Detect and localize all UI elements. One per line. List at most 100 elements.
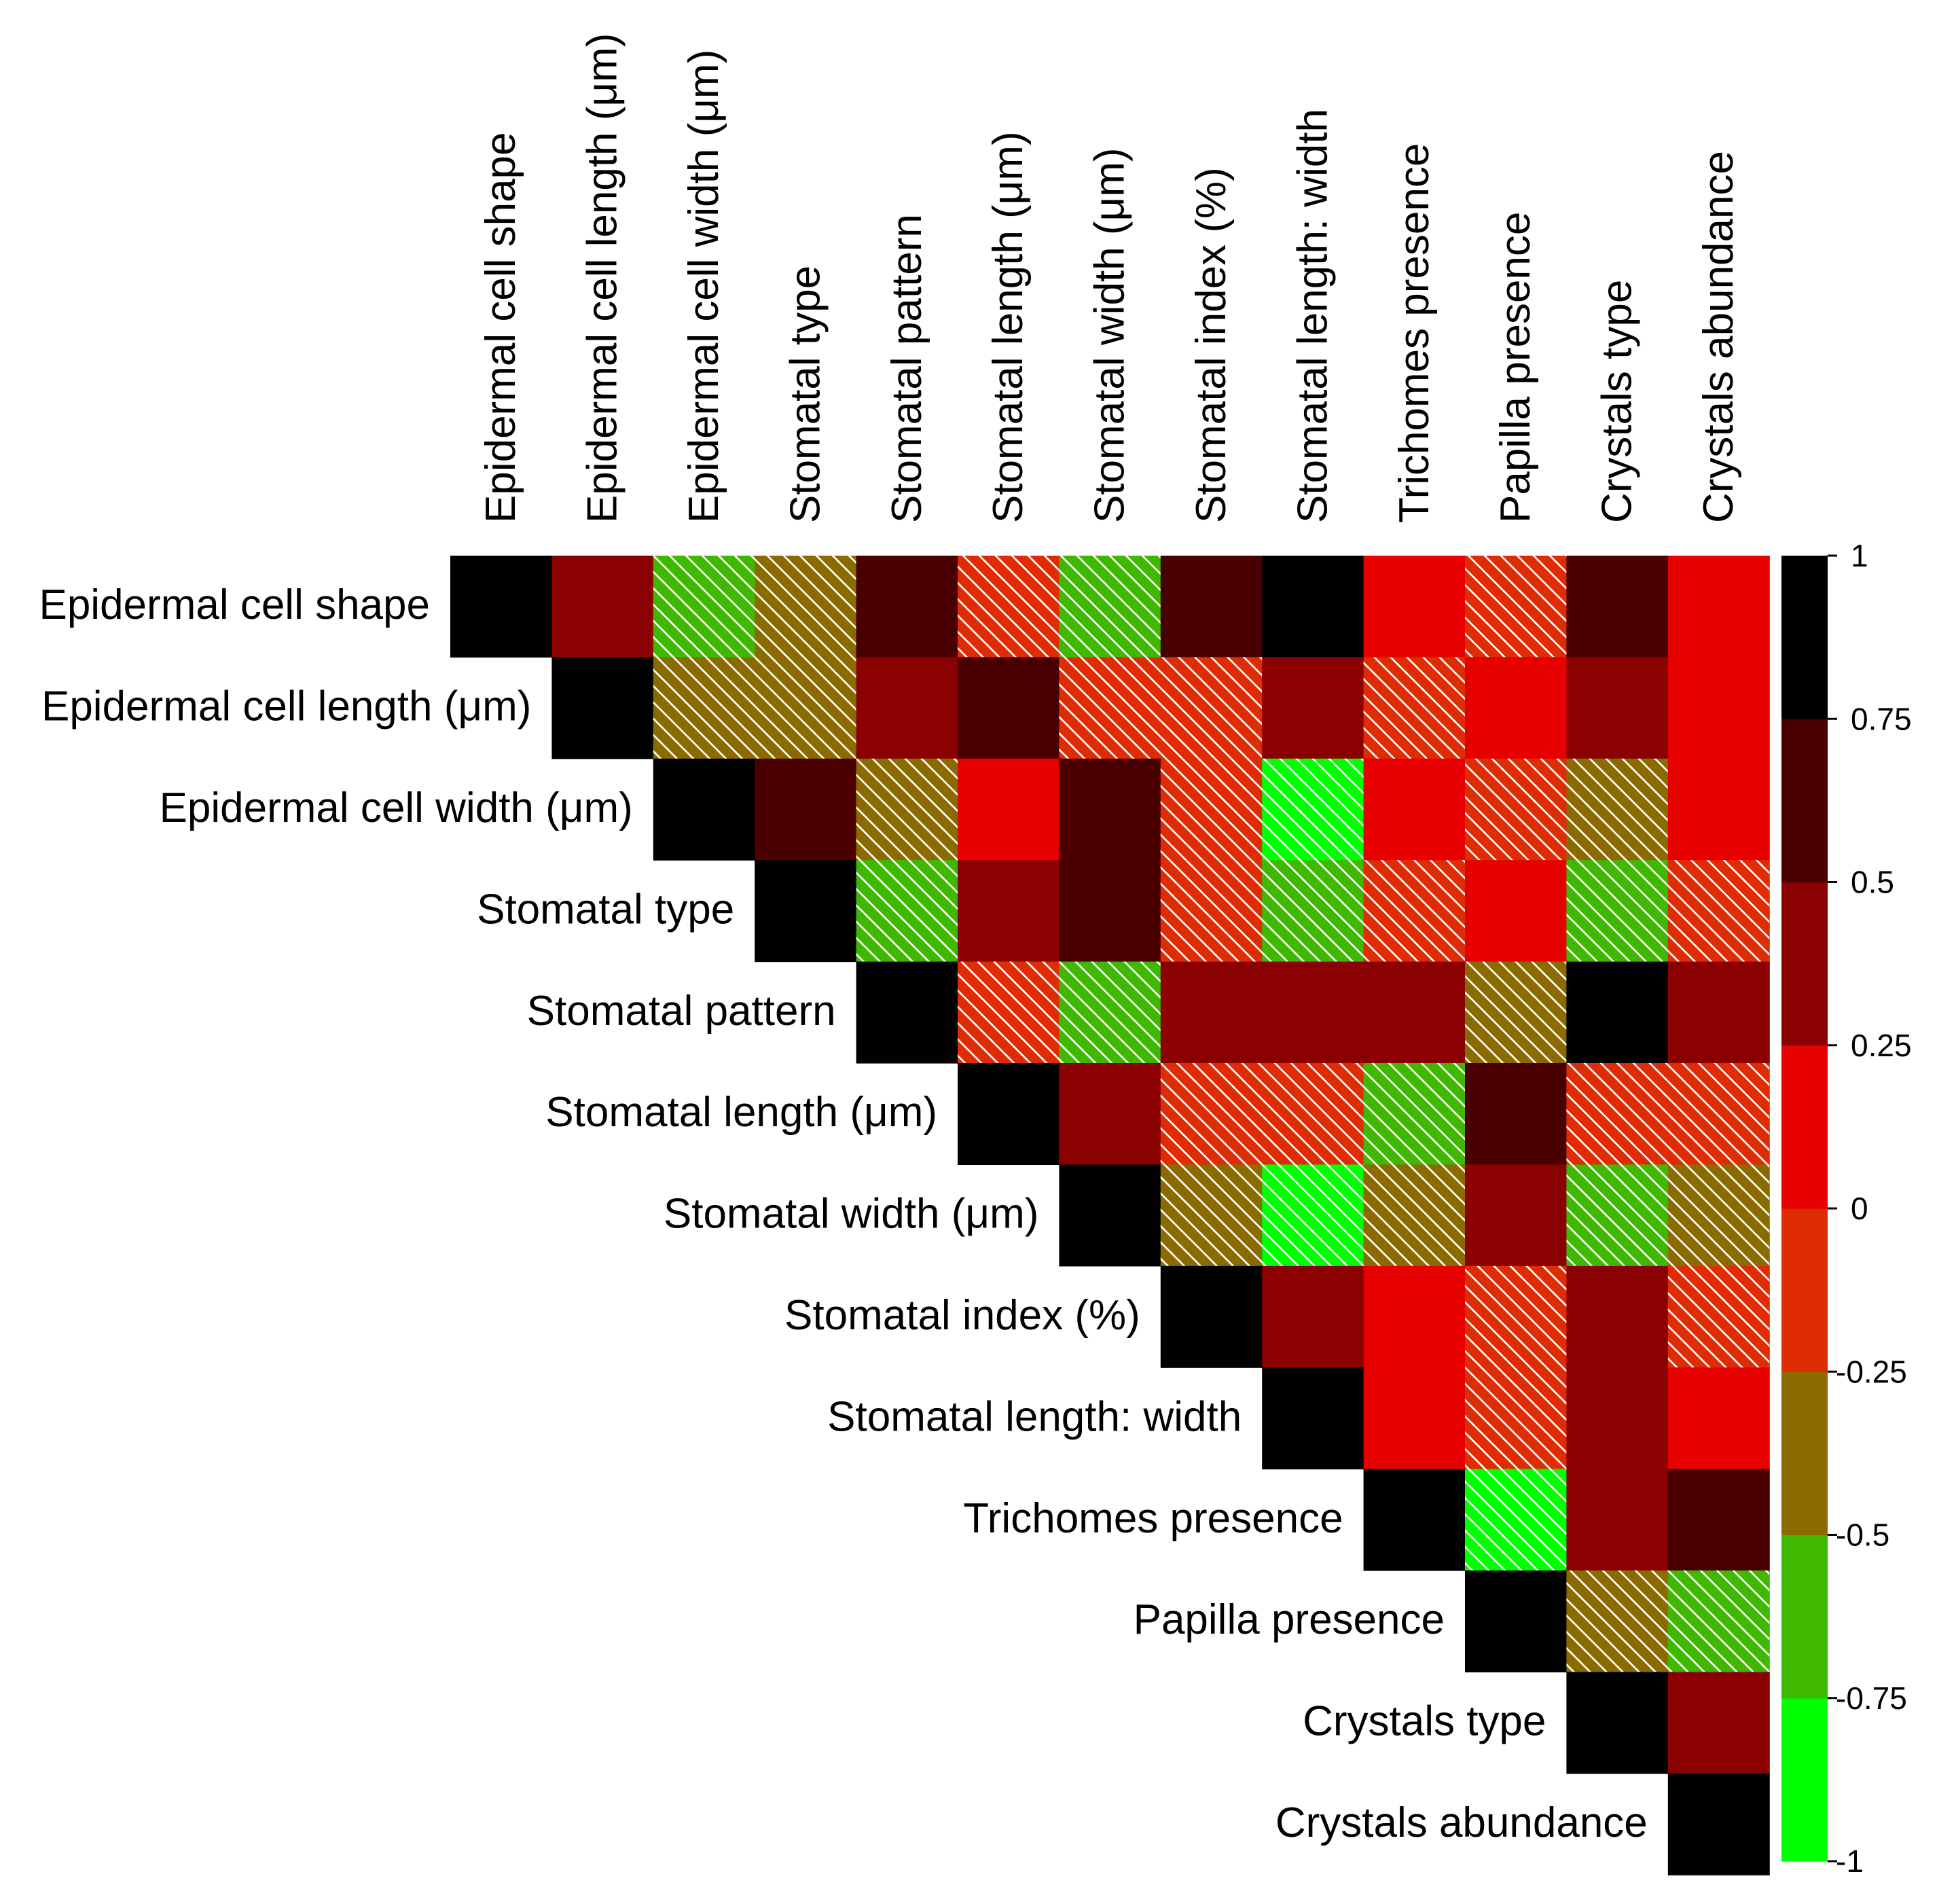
heatmap-cell [1465,860,1567,963]
column-label-epidermal-cell-length-m: Epidermal cell length (μm) [579,33,626,523]
heatmap-cell-hatch [1667,1570,1770,1672]
column-label-stomatal-index: Stomatal index (%) [1188,167,1235,523]
heatmap-cell-hatch [958,556,1060,658]
row-label-epidermal-cell-width-m: Epidermal cell width (μm) [160,785,633,831]
heatmap-cell [1262,1367,1364,1470]
colorbar-bin [1781,1698,1828,1862]
heatmap-cell-hatch [1667,1265,1770,1368]
heatmap-cell [653,758,755,861]
heatmap-cell [1262,961,1364,1064]
heatmap-cell-hatch [1465,1265,1567,1368]
heatmap-cell [1363,1469,1466,1571]
column-label-stomatal-type: Stomatal type [782,266,829,523]
heatmap-cell [1465,1570,1567,1672]
heatmap-cell-hatch [1160,860,1263,962]
row-label-stomatal-length-width: Stomatal length: width [827,1393,1242,1440]
heatmap-cell [1363,961,1466,1064]
column-label-crystals-abundance: Crystals abundance [1695,151,1742,523]
heatmap-cell [1059,1063,1161,1165]
heatmap-cell [1667,1773,1770,1875]
heatmap-cell-hatch [856,860,958,962]
heatmap-cell [1465,1063,1567,1165]
row-label-papilla-presence: Papilla presence [1134,1596,1445,1643]
heatmap-cell [958,657,1060,759]
heatmap-cell [551,556,654,658]
heatmap-cell-hatch [653,556,755,658]
heatmap-cell-hatch [755,556,856,658]
heatmap-cell-hatch [1160,657,1263,759]
colorbar-bin [1781,719,1828,883]
heatmap-cell-hatch [1566,758,1668,861]
heatmap-cell-hatch [856,758,958,861]
row-labels: Epidermal cell shape Epidermal cell lengt… [39,581,1647,1846]
heatmap-cell [1262,556,1364,658]
colorbar-bin [1781,1371,1828,1536]
heatmap-cell-hatch [1160,1164,1263,1266]
heatmap-cell [856,556,958,658]
heatmap-cell-hatch [1363,860,1465,962]
heatmap-cell [1566,1265,1669,1368]
heatmap-cell-hatch [1566,860,1668,962]
heatmap-cell [1667,1672,1770,1774]
heatmap-cell-hatch [1262,758,1364,861]
heatmap-cell-hatch [1465,961,1567,1063]
heatmap-cell [1059,758,1161,861]
heatmap-cell [1465,1164,1567,1267]
heatmap-cell [1566,1367,1669,1470]
heatmap-cell [1566,657,1669,759]
heatmap-cell-hatch [1667,1164,1770,1266]
colorbar: 1 0.75 0.5 0.25 0 -0.25 -0.5 -0.75 -1 [1781,538,1912,1879]
heatmap-cell [1566,1469,1669,1571]
heatmap-cell [1160,961,1263,1064]
heatmap-cell-hatch [755,657,856,759]
heatmap-cell [1059,860,1161,963]
colorbar-bin [1781,1208,1828,1372]
heatmap-cells [450,556,1770,1875]
column-labels: Epidermal cell shape Epidermal cell lengt… [477,33,1742,523]
colorbar-tick-label: -0.5 [1836,1517,1889,1553]
heatmap-cell-hatch [1160,1063,1263,1165]
heatmap-cell-hatch [1465,1469,1567,1570]
heatmap-cell [1667,657,1770,759]
row-label-crystals-abundance: Crystals abundance [1275,1799,1648,1846]
colorbar-bin [1781,1045,1828,1209]
colorbar-tick-label: -1 [1836,1844,1864,1879]
heatmap-cell [1262,1265,1364,1368]
colorbar-bin [1781,882,1828,1046]
heatmap-cell [1667,1367,1770,1470]
heatmap-cell [1566,961,1669,1064]
row-label-stomatal-index: Stomatal index (%) [784,1292,1140,1339]
heatmap-cell-hatch [653,657,755,759]
heatmap-cell [1566,1672,1669,1774]
column-label-stomatal-length-m: Stomatal length (μm) [985,131,1032,523]
row-label-stomatal-type: Stomatal type [477,886,734,933]
colorbar-tick-label: 0.25 [1851,1028,1912,1063]
row-label-stomatal-length-m: Stomatal length (μm) [545,1089,937,1136]
heatmap-cell [450,556,552,658]
row-label-epidermal-cell-shape: Epidermal cell shape [39,581,430,628]
column-label-papilla-presence: Papilla presence [1492,212,1539,523]
column-label-stomatal-width-m: Stomatal width (μm) [1087,147,1134,523]
heatmap-cell [1667,1469,1770,1571]
heatmap-cell [856,657,958,759]
heatmap-cell-hatch [1465,1367,1567,1469]
heatmap-cell-hatch [958,961,1060,1063]
heatmap-cell-hatch [1566,1063,1668,1165]
heatmap-cell-hatch [1262,860,1364,962]
colorbar-bin [1781,1534,1828,1699]
colorbar-tick-label: 1 [1851,538,1868,573]
heatmap-cell [1363,556,1466,658]
heatmap-cell [1160,556,1263,658]
heatmap-cell [958,1063,1060,1165]
heatmap-cell [1262,657,1364,759]
heatmap-cell-hatch [1566,1570,1668,1672]
heatmap-cell-hatch [1059,657,1161,759]
row-label-stomatal-pattern: Stomatal pattern [527,988,836,1035]
heatmap-cell-hatch [1465,556,1567,658]
heatmap-cell-hatch [1667,1063,1770,1165]
heatmap-cell-hatch [1160,758,1263,861]
heatmap-cell-hatch [1363,1164,1465,1266]
row-label-epidermal-cell-length-m: Epidermal cell length (μm) [41,683,531,730]
heatmap-cell [1363,758,1466,861]
